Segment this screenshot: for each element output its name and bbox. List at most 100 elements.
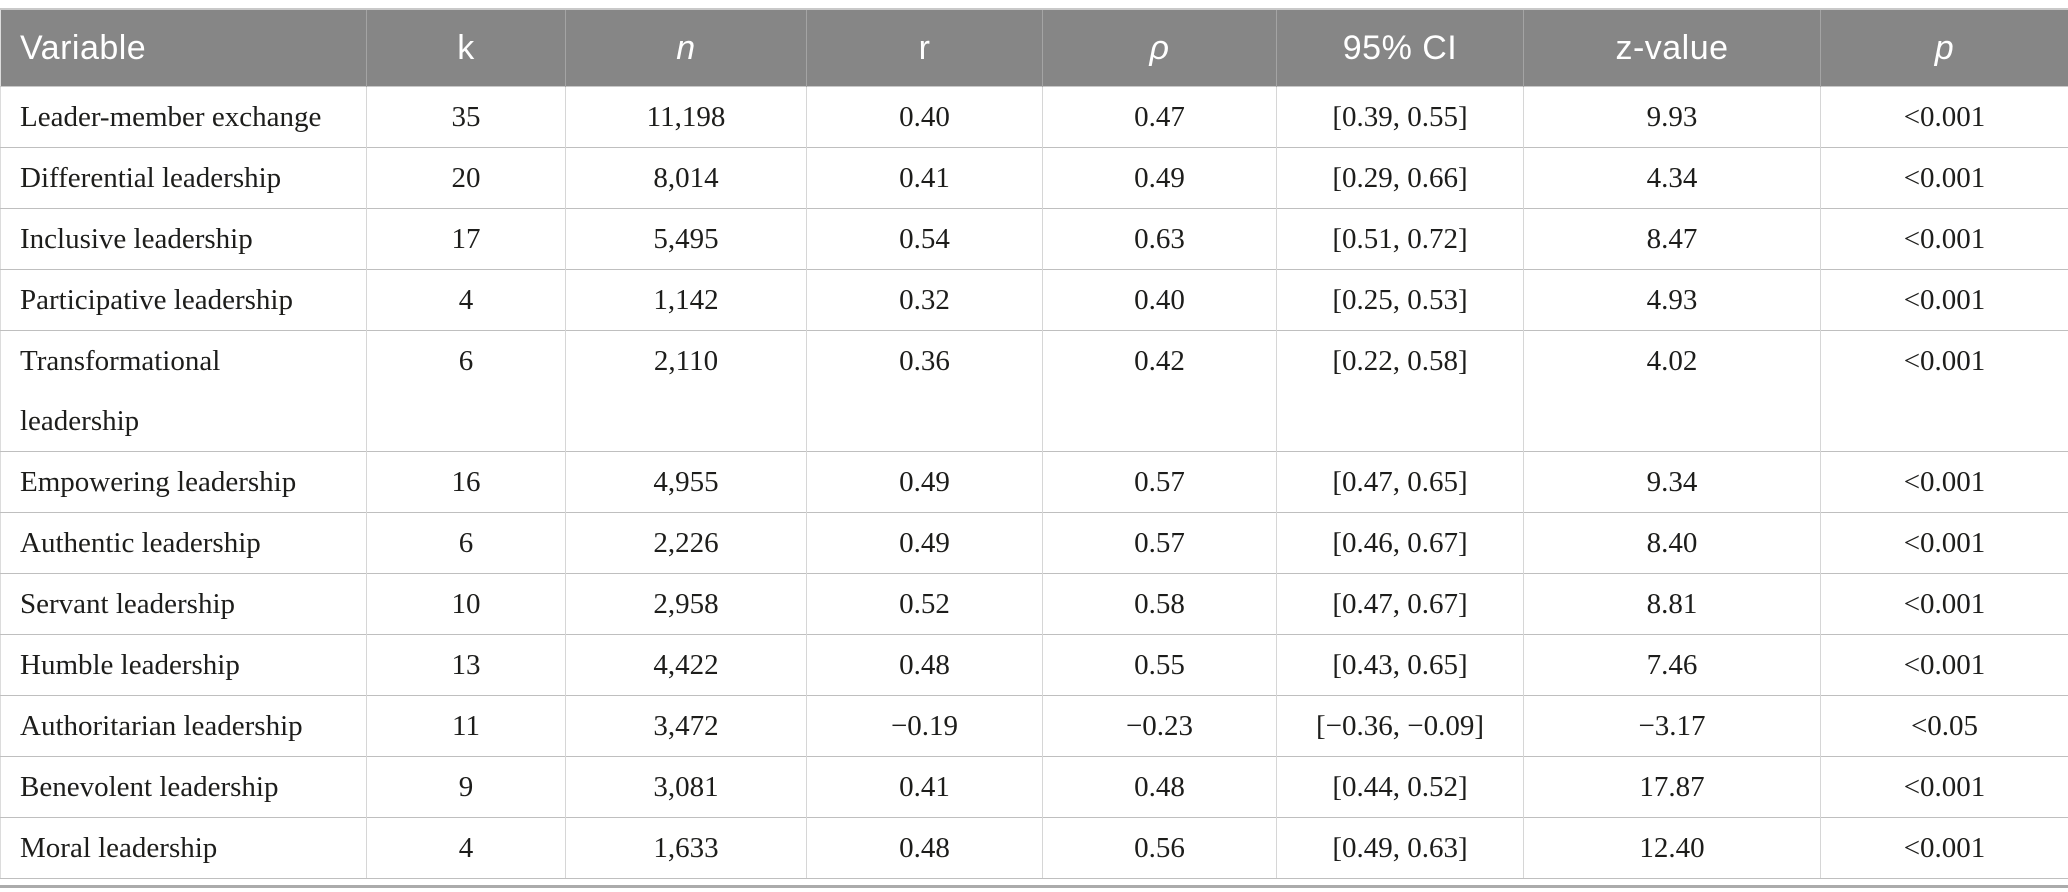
cell-rho: 0.40 bbox=[1042, 269, 1277, 331]
cell-z_value: 4.34 bbox=[1523, 147, 1821, 209]
cell-n: 3,472 bbox=[565, 695, 807, 757]
cell-p: <0.001 bbox=[1820, 634, 2068, 696]
cell-ci: [0.43, 0.65] bbox=[1276, 634, 1524, 696]
column-header-k: k bbox=[366, 8, 566, 87]
cell-ci: [0.49, 0.63] bbox=[1276, 817, 1524, 879]
cell-n: 2,958 bbox=[565, 573, 807, 635]
cell-ci: [0.47, 0.65] bbox=[1276, 451, 1524, 513]
cell-p: <0.001 bbox=[1820, 86, 2068, 148]
cell-k: 4 bbox=[366, 817, 566, 879]
table-row: Authentic leadership 6 2,226 0.49 0.57 [0.46,… bbox=[0, 512, 2068, 574]
cell-n: 2,226 bbox=[565, 512, 807, 574]
cell-n: 4,422 bbox=[565, 634, 807, 696]
cell-k: 13 bbox=[366, 634, 566, 696]
cell-rho: 0.49 bbox=[1042, 147, 1277, 209]
cell-ci: [0.44, 0.52] bbox=[1276, 756, 1524, 818]
table-row: Servant leadership 10 2,958 0.52 0.58 [0.47, … bbox=[0, 573, 2068, 635]
cell-r: 0.48 bbox=[806, 634, 1043, 696]
cell-z_value: 8.40 bbox=[1523, 512, 1821, 574]
cell-variable: Humble leadership bbox=[0, 634, 367, 696]
cell-z_value: 8.81 bbox=[1523, 573, 1821, 635]
cell-p: <0.001 bbox=[1820, 512, 2068, 574]
cell-variable: Moral leadership bbox=[0, 817, 367, 879]
table-row: Inclusive leadership 17 5,495 0.54 0.63 [0.51… bbox=[0, 208, 2068, 270]
cell-p: <0.001 bbox=[1820, 147, 2068, 209]
cell-p: <0.001 bbox=[1820, 330, 2068, 452]
table-row: Leader-member exchange 35 11,198 0.40 0.47 [0… bbox=[0, 86, 2068, 148]
cell-k: 35 bbox=[366, 86, 566, 148]
cell-rho: 0.55 bbox=[1042, 634, 1277, 696]
cell-z_value: 12.40 bbox=[1523, 817, 1821, 879]
cell-k: 20 bbox=[366, 147, 566, 209]
column-header-p: p bbox=[1820, 8, 2068, 87]
cell-z_value: 4.02 bbox=[1523, 330, 1821, 452]
table-row: Authoritarian leadership 11 3,472 −0.19 −0.2… bbox=[0, 695, 2068, 757]
cell-k: 16 bbox=[366, 451, 566, 513]
cell-ci: [0.51, 0.72] bbox=[1276, 208, 1524, 270]
column-header-z_value: z-value bbox=[1523, 8, 1821, 87]
cell-r: 0.41 bbox=[806, 756, 1043, 818]
cell-z_value: −3.17 bbox=[1523, 695, 1821, 757]
cell-p: <0.001 bbox=[1820, 573, 2068, 635]
cell-r: 0.54 bbox=[806, 208, 1043, 270]
cell-n: 2,110 bbox=[565, 330, 807, 452]
cell-n: 1,633 bbox=[565, 817, 807, 879]
meta-analysis-results-table: Variable k n r ρ 95% CI z-value p Leader-member… bbox=[0, 8, 2068, 879]
cell-z_value: 17.87 bbox=[1523, 756, 1821, 818]
cell-r: 0.32 bbox=[806, 269, 1043, 331]
cell-p: <0.001 bbox=[1820, 208, 2068, 270]
cell-p: <0.001 bbox=[1820, 817, 2068, 879]
cell-rho: 0.56 bbox=[1042, 817, 1277, 879]
cell-k: 11 bbox=[366, 695, 566, 757]
cell-r: 0.49 bbox=[806, 512, 1043, 574]
table-row: Participative leadership 4 1,142 0.32 0.40 [0… bbox=[0, 269, 2068, 331]
cell-ci: [0.46, 0.67] bbox=[1276, 512, 1524, 574]
cell-r: 0.41 bbox=[806, 147, 1043, 209]
cell-rho: 0.47 bbox=[1042, 86, 1277, 148]
cell-rho: 0.58 bbox=[1042, 573, 1277, 635]
table-row: Benevolent leadership 9 3,081 0.41 0.48 [0.44… bbox=[0, 756, 2068, 818]
cell-rho: 0.57 bbox=[1042, 512, 1277, 574]
cell-variable: Authentic leadership bbox=[0, 512, 367, 574]
cell-variable: Benevolent leadership bbox=[0, 756, 367, 818]
cell-variable: Authoritarian leadership bbox=[0, 695, 367, 757]
cell-variable: Servant leadership bbox=[0, 573, 367, 635]
cell-k: 4 bbox=[366, 269, 566, 331]
cell-rho: 0.42 bbox=[1042, 330, 1277, 452]
column-header-r: r bbox=[806, 8, 1043, 87]
cell-variable: Leader-member exchange bbox=[0, 86, 367, 148]
cell-z_value: 8.47 bbox=[1523, 208, 1821, 270]
cell-k: 9 bbox=[366, 756, 566, 818]
table-row: Differential leadership 20 8,014 0.41 0.49 [0… bbox=[0, 147, 2068, 209]
cell-n: 1,142 bbox=[565, 269, 807, 331]
table-row: Humble leadership 13 4,422 0.48 0.55 [0.43, 0… bbox=[0, 634, 2068, 696]
cell-variable: Transformational leadership bbox=[0, 330, 367, 452]
cell-r: −0.19 bbox=[806, 695, 1043, 757]
cell-p: <0.05 bbox=[1820, 695, 2068, 757]
cell-k: 10 bbox=[366, 573, 566, 635]
cell-rho: 0.57 bbox=[1042, 451, 1277, 513]
table-row: Moral leadership 4 1,633 0.48 0.56 [0.49, 0.6… bbox=[0, 817, 2068, 879]
cell-n: 4,955 bbox=[565, 451, 807, 513]
table-row: Transformational leadership 6 2,110 0.36 0.4… bbox=[0, 330, 2068, 452]
cell-n: 8,014 bbox=[565, 147, 807, 209]
column-header-ci: 95% CI bbox=[1276, 8, 1524, 87]
cell-rho: 0.48 bbox=[1042, 756, 1277, 818]
cell-ci: [0.47, 0.67] bbox=[1276, 573, 1524, 635]
header-row: Variable k n r ρ 95% CI z-value p bbox=[0, 8, 2068, 87]
cell-r: 0.52 bbox=[806, 573, 1043, 635]
cell-ci: [0.39, 0.55] bbox=[1276, 86, 1524, 148]
cell-k: 17 bbox=[366, 208, 566, 270]
cell-ci: [0.29, 0.66] bbox=[1276, 147, 1524, 209]
cell-n: 3,081 bbox=[565, 756, 807, 818]
table-bottom-rule bbox=[0, 885, 2068, 888]
cell-z_value: 9.93 bbox=[1523, 86, 1821, 148]
cell-r: 0.49 bbox=[806, 451, 1043, 513]
cell-n: 11,198 bbox=[565, 86, 807, 148]
table-body: Leader-member exchange 35 11,198 0.40 0.47 [0… bbox=[0, 86, 2068, 879]
cell-variable: Empowering leadership bbox=[0, 451, 367, 513]
cell-ci: [0.22, 0.58] bbox=[1276, 330, 1524, 452]
table-row: Empowering leadership 16 4,955 0.49 0.57 [0.4… bbox=[0, 451, 2068, 513]
cell-r: 0.48 bbox=[806, 817, 1043, 879]
